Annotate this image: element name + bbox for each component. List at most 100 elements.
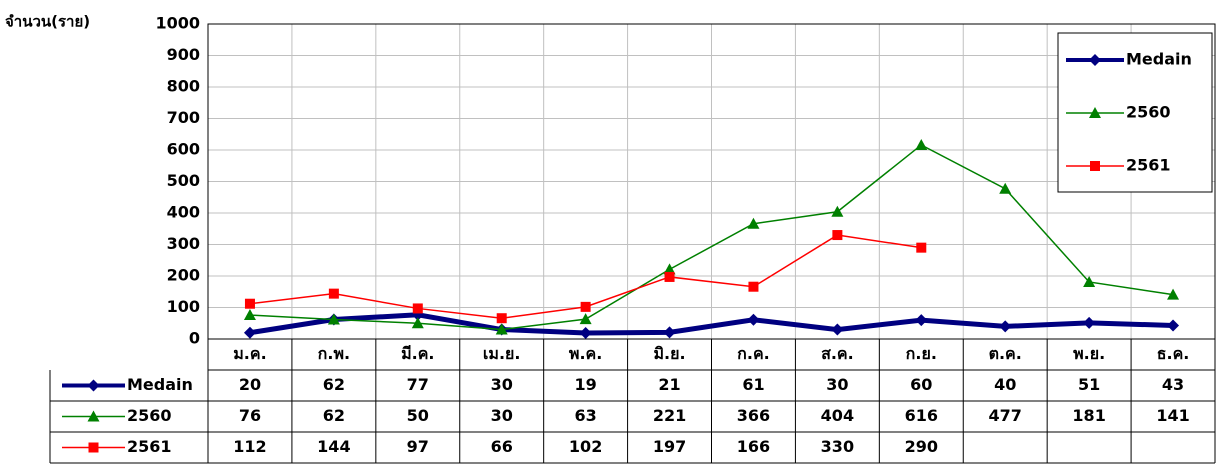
x-tick-label: ต.ค. [989,344,1022,363]
table-value: 290 [905,437,938,456]
point [915,138,928,150]
y-tick-label: 500 [167,171,200,190]
table-value: 477 [989,406,1022,425]
legend-key-marker [1090,161,1100,171]
table-value: 112 [233,437,266,456]
point [243,309,256,321]
point [747,313,760,326]
x-tick-label: ธ.ค. [1157,344,1190,363]
table-value: 366 [737,406,770,425]
table-value: 76 [239,406,261,425]
y-tick-label: 400 [167,203,200,222]
legend-label: 2560 [1126,103,1171,122]
table-series-name: Medain [127,375,193,394]
point [831,323,844,336]
table-series-name: 2560 [127,406,172,425]
table-value: 221 [653,406,686,425]
x-tick-label: ก.ย. [906,344,937,363]
point [1083,316,1096,329]
table-value: 40 [994,375,1016,394]
table-value: 404 [821,406,854,425]
point [663,263,676,275]
table-value: 60 [910,375,932,394]
table-value: 51 [1078,375,1100,394]
point [495,323,508,335]
point [579,313,592,325]
point [915,314,928,327]
table-value: 62 [323,406,345,425]
table-value: 616 [905,406,938,425]
legend-label: 2561 [1126,156,1171,175]
table-value: 19 [574,375,596,394]
y-axis-label: จำนวน(ราย) [5,13,90,31]
point [832,230,843,241]
point [580,301,591,312]
x-tick-label: ก.พ. [318,344,350,363]
table-value: 30 [491,375,513,394]
table-value: 102 [569,437,602,456]
table-value: 61 [742,375,764,394]
point [664,271,675,282]
table-value: 97 [407,437,429,456]
table-value: 30 [491,406,513,425]
y-tick-label: 100 [167,297,200,316]
y-tick-label: 800 [167,77,200,96]
table-value: 20 [239,375,261,394]
point [999,182,1012,194]
y-tick-label: 300 [167,234,200,253]
point [999,320,1012,333]
series-line [249,312,1174,336]
point [1167,319,1180,332]
table-value: 141 [1156,406,1189,425]
point [916,242,927,253]
table-value: 62 [323,375,345,394]
y-tick-label: 600 [167,140,200,159]
point [663,326,676,339]
table-value: 21 [658,375,680,394]
point [1167,288,1180,300]
table-value: 181 [1072,406,1105,425]
table-value: 330 [821,437,854,456]
point [496,313,507,324]
x-tick-label: ส.ค. [821,344,854,363]
point [328,288,339,299]
point [411,317,424,329]
table-value: 63 [574,406,596,425]
table-key-marker [88,442,99,453]
point [327,313,340,325]
series-line [249,144,1174,331]
y-tick-label: 0 [189,329,200,348]
table-value: 50 [407,406,429,425]
point [748,281,759,292]
table-key-marker [87,379,100,392]
x-tick-label: เม.ย. [483,344,521,363]
table-value: 77 [407,375,429,394]
table-value: 66 [491,437,513,456]
x-tick-label: ม.ค. [233,344,266,363]
legend-key-marker [1089,107,1101,118]
table-value: 30 [826,375,848,394]
legend-label: Medain [1126,50,1192,69]
table-value: 166 [737,437,770,456]
y-tick-label: 900 [167,45,200,64]
table-series-name: 2561 [127,437,172,456]
table-value: 197 [653,437,686,456]
y-tick-label: 700 [167,108,200,127]
table-key-marker [87,410,100,422]
x-tick-label: มิ.ย. [654,344,686,363]
x-tick-label: พ.ย. [1073,344,1105,363]
point [244,298,255,309]
x-tick-label: พ.ค. [569,344,602,363]
legend-key-marker [1089,54,1101,66]
table-value: 43 [1162,375,1184,394]
point [747,217,760,229]
point [1083,275,1096,287]
y-tick-label: 1000 [155,14,200,33]
point [831,205,844,217]
x-tick-label: ก.ค. [737,344,770,363]
y-tick-label: 200 [167,266,200,285]
table-value: 144 [317,437,350,456]
x-tick-label: มี.ค. [401,344,434,363]
point [412,303,423,314]
point [243,326,256,339]
